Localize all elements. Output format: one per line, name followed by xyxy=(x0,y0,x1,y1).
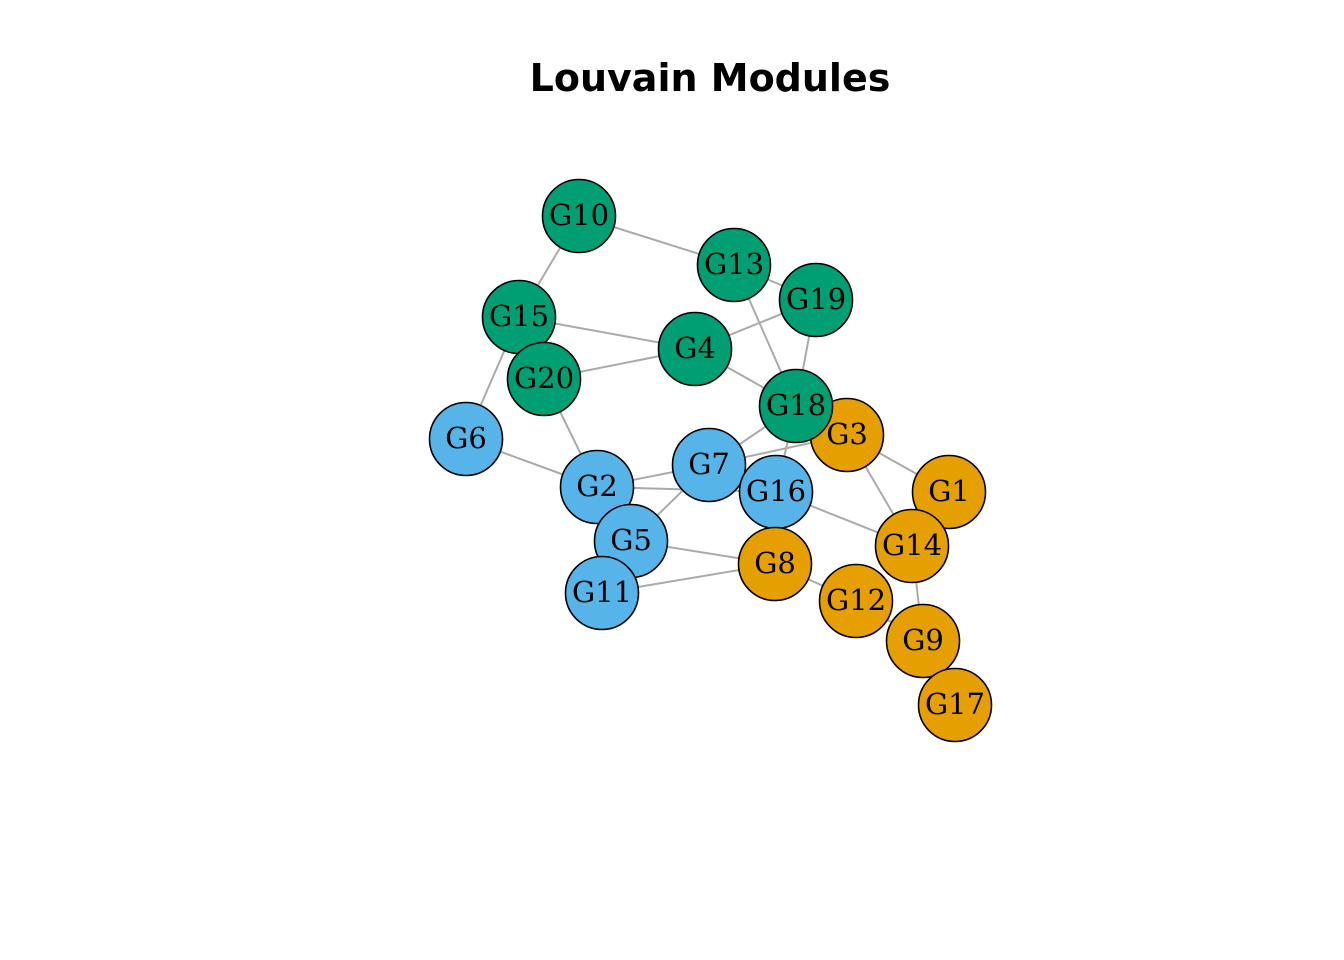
node-label-g11: G11 xyxy=(572,575,632,609)
node-g10: G10 xyxy=(541,178,617,254)
node-g15: G15 xyxy=(481,279,557,355)
node-label-g13: G13 xyxy=(704,247,764,281)
node-circle-g9 xyxy=(885,603,961,679)
node-circle-g13 xyxy=(696,227,772,303)
node-label-g2: G2 xyxy=(576,469,618,503)
node-label-g3: G3 xyxy=(826,417,868,451)
node-label-g4: G4 xyxy=(674,331,716,365)
node-circle-g7 xyxy=(671,427,747,503)
node-g14: G14 xyxy=(874,508,950,584)
node-label-g8: G8 xyxy=(754,546,796,580)
node-g9: G9 xyxy=(885,603,961,679)
node-g11: G11 xyxy=(564,555,640,631)
node-circle-g4 xyxy=(657,311,733,387)
node-circle-g6 xyxy=(428,401,504,477)
node-g20: G20 xyxy=(506,341,582,417)
node-label-g17: G17 xyxy=(925,687,985,721)
node-g16: G16 xyxy=(738,454,814,530)
node-label-g12: G12 xyxy=(826,583,886,617)
node-label-g14: G14 xyxy=(882,528,942,562)
node-circle-g2 xyxy=(559,449,635,525)
node-circle-g12 xyxy=(818,563,894,639)
node-g18: G18 xyxy=(758,368,834,444)
node-g17: G17 xyxy=(917,667,993,743)
node-circle-g18 xyxy=(758,368,834,444)
node-g4: G4 xyxy=(657,311,733,387)
node-g2: G2 xyxy=(559,449,635,525)
node-g12: G12 xyxy=(818,563,894,639)
node-label-g18: G18 xyxy=(766,388,826,422)
node-label-g20: G20 xyxy=(514,361,574,395)
chart-title: Louvain Modules xyxy=(529,56,891,100)
node-g8: G8 xyxy=(737,526,813,602)
node-circle-g14 xyxy=(874,508,950,584)
node-circle-g19 xyxy=(778,262,854,338)
node-label-g7: G7 xyxy=(688,447,730,481)
node-g1: G1 xyxy=(911,454,987,530)
node-g13: G13 xyxy=(696,227,772,303)
node-circle-g8 xyxy=(737,526,813,602)
node-g6: G6 xyxy=(428,401,504,477)
node-label-g10: G10 xyxy=(549,198,609,232)
node-label-g16: G16 xyxy=(746,474,806,508)
node-circle-g10 xyxy=(541,178,617,254)
node-circle-g11 xyxy=(564,555,640,631)
node-circle-g20 xyxy=(506,341,582,417)
node-label-g5: G5 xyxy=(610,523,652,557)
node-label-g6: G6 xyxy=(445,421,487,455)
node-label-g19: G19 xyxy=(786,282,846,316)
node-g7: G7 xyxy=(671,427,747,503)
node-circle-g1 xyxy=(911,454,987,530)
node-label-g1: G1 xyxy=(928,474,970,508)
node-label-g9: G9 xyxy=(902,623,944,657)
node-circle-g17 xyxy=(917,667,993,743)
node-label-g15: G15 xyxy=(489,299,549,333)
node-g19: G19 xyxy=(778,262,854,338)
